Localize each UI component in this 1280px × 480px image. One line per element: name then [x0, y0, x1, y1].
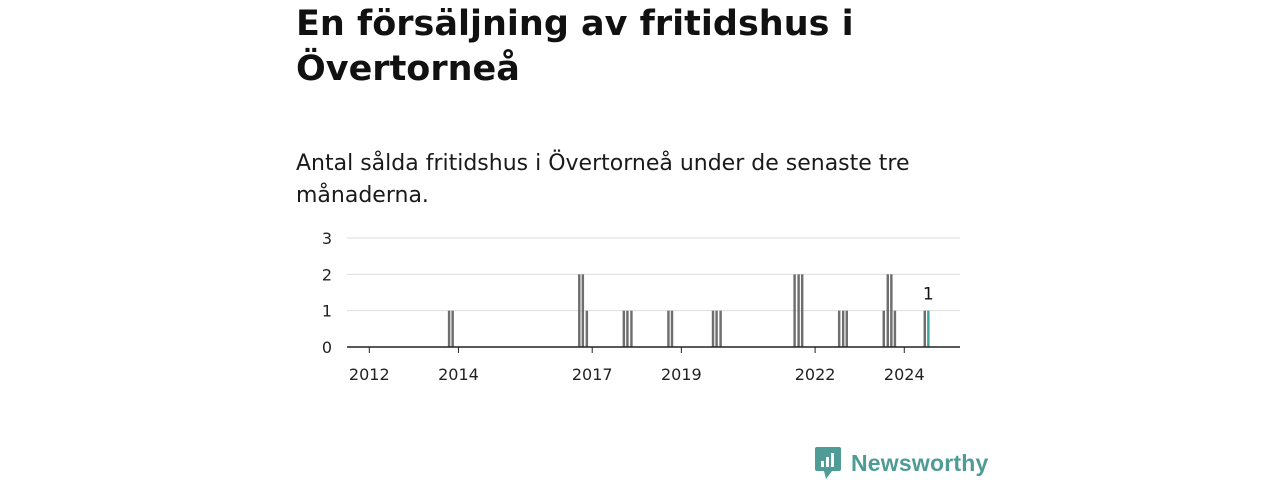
- bar: [715, 310, 718, 347]
- bar: [719, 310, 722, 347]
- x-tick-label: 2019: [661, 365, 702, 384]
- x-tick-label: 2012: [349, 365, 390, 384]
- bar: [841, 310, 845, 347]
- bar: [622, 310, 626, 347]
- bar: [447, 310, 451, 347]
- newsworthy-logo-icon: [815, 447, 841, 479]
- bar-data-label: 1: [923, 285, 934, 305]
- y-tick-label: 2: [322, 265, 332, 284]
- x-tick-label: 2017: [572, 365, 613, 384]
- bar: [837, 310, 841, 347]
- bar: [578, 274, 581, 347]
- newsworthy-logo-text: Newsworthy: [851, 449, 989, 476]
- bar: [630, 310, 633, 347]
- bar: [882, 310, 885, 347]
- bar: [797, 274, 800, 347]
- newsworthy-logo[interactable]: Newsworthy: [814, 446, 988, 480]
- bar: [670, 310, 674, 347]
- bar: [886, 274, 889, 347]
- y-tick-label: 1: [322, 302, 332, 321]
- bar: [581, 274, 585, 347]
- bar: [845, 310, 848, 347]
- x-tick-label: 2024: [884, 365, 925, 384]
- bar: [711, 310, 715, 347]
- bar: [626, 310, 629, 347]
- highlighted-bar: [927, 310, 930, 347]
- y-tick-label: 0: [322, 338, 332, 357]
- bar: [793, 274, 796, 347]
- bar: [923, 310, 926, 347]
- y-tick-label: 3: [322, 229, 332, 248]
- bar: [890, 274, 893, 347]
- x-tick-label: 2022: [795, 365, 836, 384]
- bar: [893, 310, 897, 347]
- bar: [585, 310, 589, 347]
- bar: [451, 310, 454, 347]
- bar: [667, 310, 670, 347]
- x-tick-label: 2014: [438, 365, 479, 384]
- bar: [800, 274, 804, 347]
- chart-subtitle: Antal sålda fritidshus i Övertorneå unde…: [296, 151, 910, 208]
- bar-chart: 0 1 2 3 1 2012 2014 2017 2019 2022 2024: [322, 229, 960, 384]
- chart-headline: En försäljning av fritidshus i Övertorne…: [296, 4, 854, 89]
